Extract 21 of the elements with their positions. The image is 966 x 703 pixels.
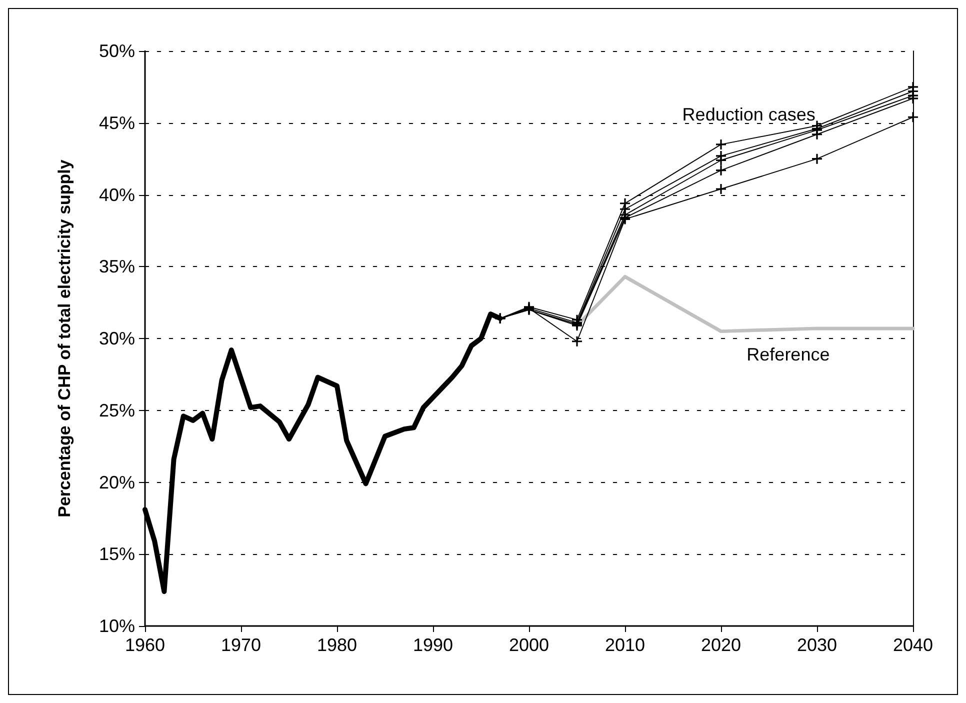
y-tick-label: 30%: [98, 328, 135, 348]
x-tick-label: 1970: [220, 635, 262, 655]
x-tick-label: 1990: [412, 635, 454, 655]
y-tick-label: 45%: [98, 112, 135, 133]
x-tick-label: 1980: [316, 635, 358, 655]
annotation: Reduction cases: [682, 104, 816, 124]
y-tick-label: 10%: [98, 616, 135, 636]
y-tick-label: 35%: [98, 256, 135, 277]
y-tick-label: 50%: [98, 41, 135, 61]
y-axis-title: Percentage of CHP of total electricity supply: [55, 159, 74, 518]
x-tick-label: 2040: [892, 635, 934, 655]
y-tick-label: 20%: [98, 472, 135, 492]
x-tick-label: 1960: [124, 635, 166, 655]
x-tick-label: 2000: [508, 635, 550, 655]
y-tick-label: 15%: [98, 544, 135, 564]
y-tick-label: 40%: [98, 184, 135, 205]
annotation: Reference: [746, 344, 830, 364]
x-tick-label: 2030: [796, 635, 838, 655]
y-tick-label: 25%: [98, 400, 135, 420]
x-tick-label: 2010: [604, 635, 646, 655]
x-tick-label: 2020: [700, 635, 742, 655]
